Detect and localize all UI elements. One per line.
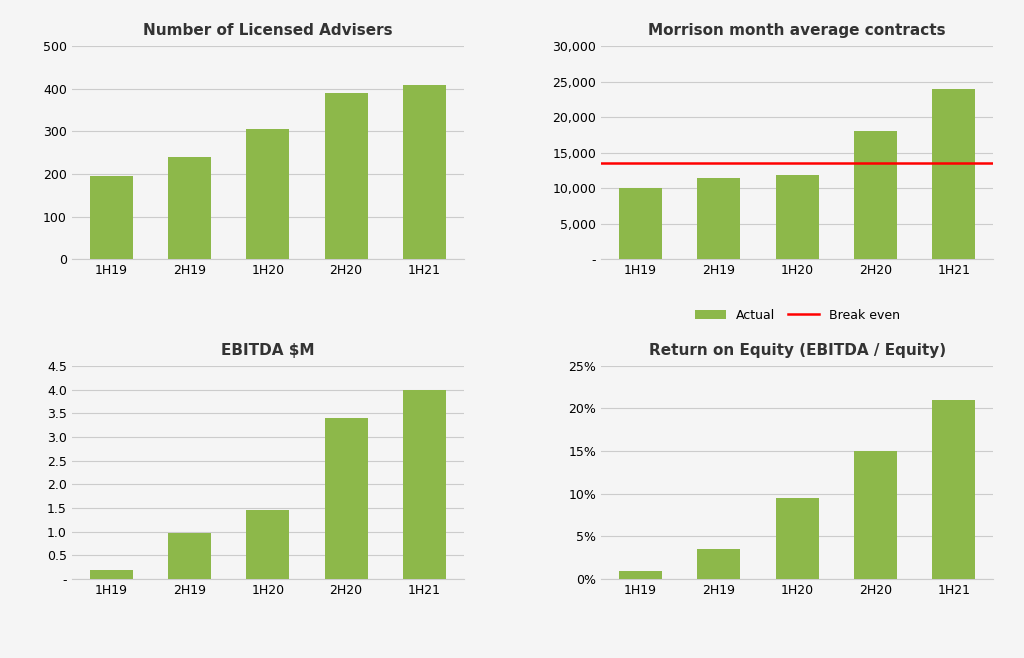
Bar <box>325 418 368 579</box>
Bar <box>402 390 446 579</box>
Bar <box>618 188 663 259</box>
Bar <box>246 129 290 259</box>
Title: Morrison month average contracts: Morrison month average contracts <box>648 23 946 38</box>
Bar <box>854 132 897 259</box>
Legend: Actual, Break even: Actual, Break even <box>689 304 905 327</box>
Bar <box>933 89 976 259</box>
Bar <box>697 178 740 259</box>
Bar <box>246 511 290 579</box>
Bar <box>89 570 132 579</box>
Title: Return on Equity (EBITDA / Equity): Return on Equity (EBITDA / Equity) <box>648 343 946 358</box>
Bar <box>933 400 976 579</box>
Bar <box>775 176 819 259</box>
Title: EBITDA $M: EBITDA $M <box>221 343 314 358</box>
Bar <box>168 533 211 579</box>
Title: Number of Licensed Advisers: Number of Licensed Advisers <box>143 23 392 38</box>
Bar <box>697 549 740 579</box>
Bar <box>618 570 663 579</box>
Bar <box>89 176 132 259</box>
Bar <box>168 157 211 259</box>
Bar <box>402 86 446 259</box>
Bar <box>775 498 819 579</box>
Bar <box>325 93 368 259</box>
Bar <box>854 451 897 579</box>
